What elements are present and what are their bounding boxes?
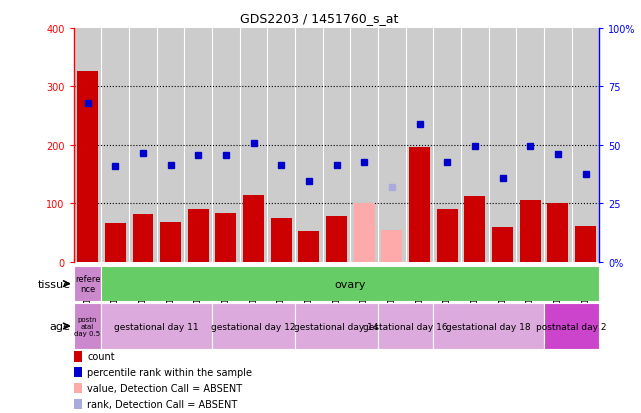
Bar <box>544 304 599 349</box>
Text: postnatal day 2: postnatal day 2 <box>537 322 607 331</box>
Bar <box>295 304 378 349</box>
Bar <box>326 217 347 262</box>
Bar <box>77 72 98 262</box>
Bar <box>437 210 458 262</box>
Text: ovary: ovary <box>335 279 366 289</box>
Bar <box>378 304 433 349</box>
Text: rank, Detection Call = ABSENT: rank, Detection Call = ABSENT <box>87 399 237 409</box>
Bar <box>105 224 126 262</box>
Text: gestational day 14: gestational day 14 <box>294 322 379 331</box>
Text: count: count <box>87 351 115 362</box>
Text: postn
atal
day 0.5: postn atal day 0.5 <box>74 316 101 336</box>
Bar <box>299 232 319 262</box>
Bar <box>409 148 430 262</box>
Bar <box>271 218 292 262</box>
Text: gestational day 12: gestational day 12 <box>212 322 296 331</box>
Bar <box>212 304 295 349</box>
Bar <box>101 304 212 349</box>
Bar <box>74 304 101 349</box>
Bar <box>74 266 101 301</box>
Text: refere
nce: refere nce <box>75 274 100 294</box>
Bar <box>215 214 237 262</box>
Bar <box>381 230 403 262</box>
Text: tissue: tissue <box>38 279 71 289</box>
Bar <box>243 195 264 262</box>
Bar <box>433 304 544 349</box>
Bar <box>575 226 596 262</box>
Text: gestational day 16: gestational day 16 <box>363 322 448 331</box>
Bar <box>465 197 485 262</box>
Text: age: age <box>49 321 71 331</box>
Bar <box>188 210 208 262</box>
Text: gestational day 11: gestational day 11 <box>114 322 199 331</box>
Text: percentile rank within the sample: percentile rank within the sample <box>87 367 252 377</box>
Text: GDS2203 / 1451760_s_at: GDS2203 / 1451760_s_at <box>240 12 399 25</box>
Bar <box>160 223 181 262</box>
Bar <box>133 214 153 262</box>
Bar <box>547 204 568 262</box>
Bar <box>354 204 374 262</box>
Text: value, Detection Call = ABSENT: value, Detection Call = ABSENT <box>87 383 242 393</box>
Bar <box>492 227 513 262</box>
Text: gestational day 18: gestational day 18 <box>446 322 531 331</box>
Bar <box>520 201 540 262</box>
